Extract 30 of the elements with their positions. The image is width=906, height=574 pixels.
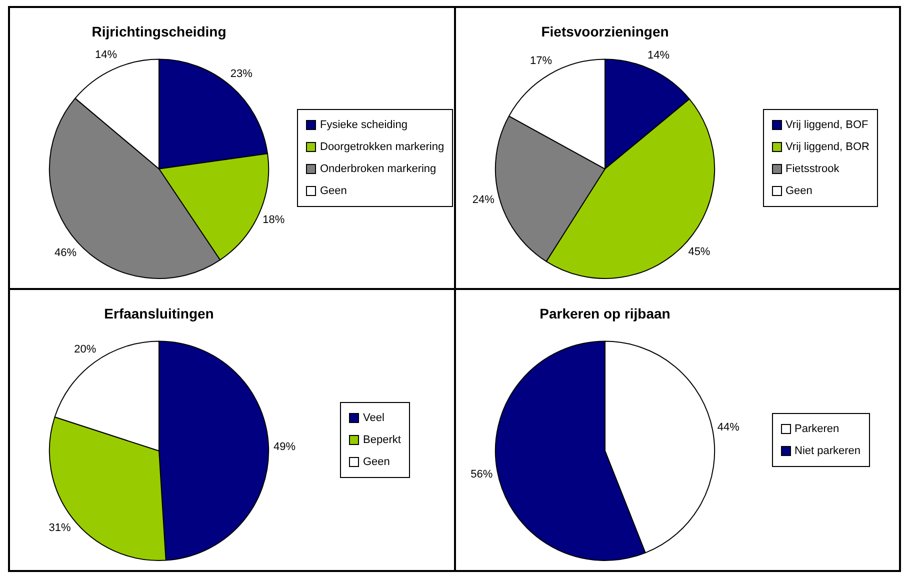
data-label: 14% [646, 49, 670, 62]
data-label: 23% [230, 68, 253, 80]
chart-title: Parkeren op rijbaan [539, 305, 670, 322]
data-label: 20% [74, 343, 96, 356]
legend-label: Vrij liggend, BOF [784, 118, 870, 133]
data-label: 56% [470, 468, 492, 480]
legend-label: Onderbroken markering [319, 162, 438, 177]
data-label: 14% [95, 49, 118, 62]
legend-label: Beperkt [362, 433, 401, 448]
chart-title: Erfaansluitingen [104, 305, 214, 322]
legend-label: Geen [362, 455, 391, 470]
chart-title: Rijrichtingscheiding [92, 23, 226, 40]
data-label: 45% [688, 246, 710, 258]
data-label: 31% [48, 522, 71, 534]
legend-label: Fysieke scheiding [319, 118, 408, 133]
legend-label: Vrij liggend, BOR [784, 140, 870, 155]
data-label: 17% [530, 54, 552, 67]
legend-label: Niet parkeren [794, 444, 861, 459]
data-label: 49% [274, 440, 296, 453]
chart-title: Fietsvoorzieningen [540, 23, 668, 40]
legend-label: Geen [784, 184, 814, 199]
data-label: 24% [472, 194, 494, 206]
data-label: 46% [54, 246, 77, 259]
legend-label: Doorgetrokken markering [319, 140, 444, 155]
legend-label: Geen [319, 184, 348, 199]
legend-label: Parkeren [794, 422, 840, 437]
data-label: 18% [262, 214, 285, 226]
data-label: 44% [716, 421, 740, 434]
legend-label: Fietsstrook [784, 162, 840, 177]
legend-label: Veel [362, 411, 386, 426]
